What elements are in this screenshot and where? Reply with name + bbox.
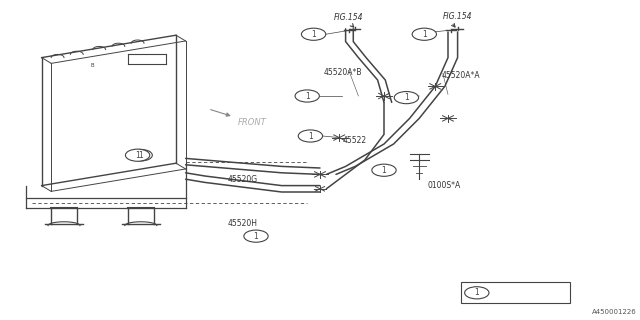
Circle shape xyxy=(295,90,319,102)
Text: 45520H: 45520H xyxy=(227,220,257,228)
Text: B: B xyxy=(91,63,95,68)
Circle shape xyxy=(301,28,326,40)
Circle shape xyxy=(298,130,323,142)
FancyBboxPatch shape xyxy=(461,283,570,303)
Text: 45520A*B: 45520A*B xyxy=(323,68,362,76)
Text: FIG.154: FIG.154 xyxy=(334,13,364,22)
Text: 0100S*A: 0100S*A xyxy=(428,181,461,190)
Text: 45520A*A: 45520A*A xyxy=(442,71,480,80)
Text: 1: 1 xyxy=(305,92,310,100)
Circle shape xyxy=(125,149,150,161)
Text: 1: 1 xyxy=(404,93,409,102)
Circle shape xyxy=(244,230,268,242)
Text: FRONT: FRONT xyxy=(238,118,267,127)
Circle shape xyxy=(372,164,396,176)
Text: 45520G: 45520G xyxy=(227,175,257,184)
Circle shape xyxy=(412,28,436,40)
Text: 1: 1 xyxy=(308,132,313,140)
Text: W170023: W170023 xyxy=(494,288,538,297)
Text: 1: 1 xyxy=(135,151,140,160)
Text: 1: 1 xyxy=(253,232,259,241)
Text: 45522: 45522 xyxy=(342,136,367,145)
Text: 1: 1 xyxy=(474,288,479,297)
Text: 1: 1 xyxy=(311,30,316,39)
Text: 1: 1 xyxy=(422,30,427,39)
Text: FIG.154: FIG.154 xyxy=(443,12,472,21)
Text: 1: 1 xyxy=(138,151,143,160)
Text: A450001226: A450001226 xyxy=(592,309,637,315)
Text: 1: 1 xyxy=(381,166,387,175)
Circle shape xyxy=(394,92,419,104)
Circle shape xyxy=(129,149,152,161)
Circle shape xyxy=(465,287,489,299)
